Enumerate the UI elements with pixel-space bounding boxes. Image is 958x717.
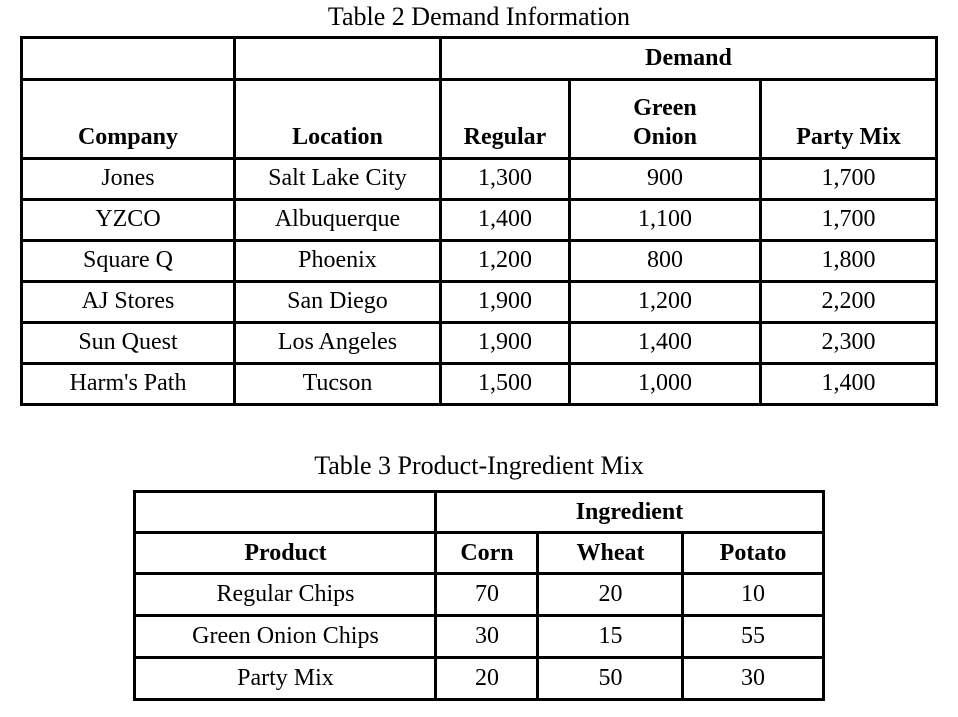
column-header-location: Location [232,77,442,160]
regular-demand-cell: 1,300 [438,156,571,201]
table-row-aj-stores: AJ Stores San Diego 1,900 1,200 2,200 [19,279,939,324]
product-ingredient-table: Ingredient Product Corn Wheat Potato Reg… [133,490,825,702]
column-header-company: Company [19,77,236,160]
regular-demand-cell: 1,500 [438,361,571,406]
column-header-regular: Regular [438,77,571,160]
green-onion-demand-cell: 1,200 [567,279,762,324]
potato-cell: 30 [681,656,825,702]
party-mix-demand-cell: 1,400 [758,361,939,406]
table-row-sun-quest: Sun Quest Los Angeles 1,900 1,400 2,300 [19,320,939,365]
regular-demand-cell: 1,200 [438,238,571,283]
empty-header-cell [19,35,236,81]
corn-cell: 30 [434,614,540,660]
company-cell: Jones [19,156,236,201]
column-header-wheat: Wheat [536,531,685,576]
corn-cell: 20 [434,656,540,702]
table-row-jones: Jones Salt Lake City 1,300 900 1,700 [19,156,939,201]
product-cell: Party Mix [133,656,438,702]
empty-header-cell [232,35,442,81]
regular-demand-cell: 1,900 [438,279,571,324]
product-cell: Green Onion Chips [133,614,438,660]
company-cell: Harm's Path [19,361,236,406]
table2-title: Table 2 Demand Information [327,2,631,31]
empty-header-cell [133,490,438,535]
potato-cell: 55 [681,614,825,660]
corn-cell: 70 [434,572,540,618]
green-onion-demand-cell: 1,000 [567,361,762,406]
green-onion-demand-cell: 1,400 [567,320,762,365]
table-row-square-q: Square Q Phoenix 1,200 800 1,800 [19,238,939,283]
location-cell: Salt Lake City [232,156,442,201]
location-cell: Albuquerque [232,197,442,242]
column-header-product: Product [133,531,438,576]
table-row-green-onion-chips: Green Onion Chips 30 15 55 [133,614,825,660]
ingredient-header-row: Product Corn Wheat Potato [133,531,825,576]
demand-table: Demand Company Location Regular Green On… [19,35,939,406]
ingredient-group-row: Ingredient [133,490,825,535]
party-mix-demand-cell: 1,800 [758,238,939,283]
wheat-cell: 20 [536,572,685,618]
company-cell: Square Q [19,238,236,283]
column-header-potato: Potato [681,531,825,576]
green-onion-demand-cell: 800 [567,238,762,283]
table-row-regular-chips: Regular Chips 70 20 10 [133,572,825,618]
green-onion-demand-cell: 900 [567,156,762,201]
potato-cell: 10 [681,572,825,618]
regular-demand-cell: 1,400 [438,197,571,242]
ingredient-group-header: Ingredient [434,490,825,535]
party-mix-demand-cell: 1,700 [758,156,939,201]
demand-group-header: Demand [438,35,939,81]
party-mix-demand-cell: 2,300 [758,320,939,365]
table3-title: Table 3 Product-Ingredient Mix [314,450,644,480]
location-cell: San Diego [232,279,442,324]
regular-demand-cell: 1,900 [438,320,571,365]
green-onion-demand-cell: 1,100 [567,197,762,242]
location-cell: Phoenix [232,238,442,283]
column-header-green-onion: Green Onion [567,77,762,160]
product-cell: Regular Chips [133,572,438,618]
table-row-harms-path: Harm's Path Tucson 1,500 1,000 1,400 [19,361,939,406]
location-cell: Los Angeles [232,320,442,365]
demand-header-row: Company Location Regular Green Onion Par… [19,77,939,160]
table-row-party-mix: Party Mix 20 50 30 [133,656,825,702]
wheat-cell: 15 [536,614,685,660]
demand-group-row: Demand [19,35,939,81]
company-cell: AJ Stores [19,279,236,324]
party-mix-demand-cell: 2,200 [758,279,939,324]
company-cell: YZCO [19,197,236,242]
column-header-corn: Corn [434,531,540,576]
wheat-cell: 50 [536,656,685,702]
location-cell: Tucson [232,361,442,406]
company-cell: Sun Quest [19,320,236,365]
column-header-party-mix: Party Mix [758,77,939,160]
party-mix-demand-cell: 1,700 [758,197,939,242]
table-row-yzco: YZCO Albuquerque 1,400 1,100 1,700 [19,197,939,242]
